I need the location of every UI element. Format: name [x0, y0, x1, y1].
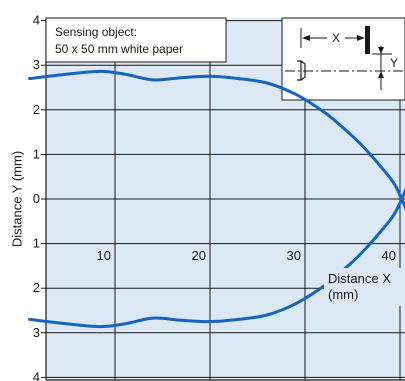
- y-tick-label: 2: [33, 102, 40, 117]
- y-tick-label: 0: [33, 191, 40, 206]
- x-axis-title-line-1: Distance X: [328, 271, 391, 286]
- y-arrow-down-icon: [378, 47, 384, 54]
- x-tick-label: 30: [287, 248, 301, 263]
- x-tick-label: 40: [382, 248, 396, 263]
- x-axis-title-line-2: (mm): [328, 287, 358, 302]
- x-tick-label: 20: [192, 248, 206, 263]
- grid: [41, 18, 405, 381]
- x-arrow-left-icon: [302, 35, 310, 41]
- inset-y-label: Y: [390, 56, 398, 70]
- series-line-2: [28, 187, 405, 329]
- y-tick-label: 3: [33, 57, 40, 72]
- annotation-box: [45, 17, 227, 63]
- y-tick-label: 3: [33, 325, 40, 340]
- x-tick-label: 10: [97, 248, 111, 263]
- inset-diagram: X Y: [281, 17, 405, 101]
- x-arrow-right-icon: [357, 35, 365, 41]
- inset-background: [281, 17, 405, 101]
- y-axis-title: Distance Y (mm): [9, 151, 24, 247]
- target-object: [365, 26, 370, 54]
- annotation-line-2: 50 x 50 mm white paper: [55, 42, 183, 56]
- y-tick-label: 2: [33, 280, 40, 295]
- y-arrow-up-icon: [378, 71, 384, 78]
- y-tick-label: 4: [33, 369, 40, 381]
- y-tick-label: 1: [33, 146, 40, 161]
- inset-x-label: X: [332, 31, 340, 45]
- y-tick-label: 1: [33, 236, 40, 251]
- series-line-1: [28, 69, 405, 211]
- series-group: [28, 69, 405, 329]
- y-tick-label: 4: [33, 13, 40, 28]
- annotation-line-1: Sensing object:: [55, 25, 137, 39]
- annotation: Sensing object: 50 x 50 mm white paper: [45, 17, 227, 63]
- x-axis-title-background: [324, 268, 405, 306]
